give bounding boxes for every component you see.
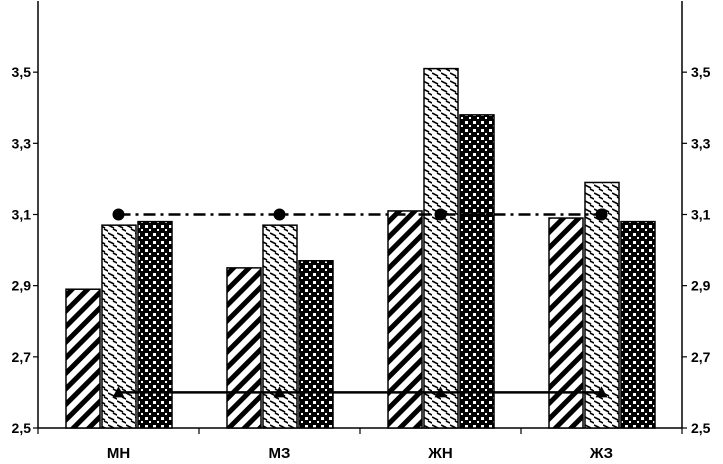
y-tick-label-left: 3,3 bbox=[12, 135, 32, 151]
category-label: МЗ bbox=[269, 445, 291, 462]
category-label: ЖЗ bbox=[589, 445, 613, 462]
category-labels: МН МЗ ЖН ЖЗ bbox=[107, 445, 613, 462]
line-marker-circle-1 bbox=[273, 208, 286, 221]
bar-dashed-hatch-0 bbox=[101, 224, 137, 429]
bar-diagonal-stripes-0 bbox=[65, 288, 101, 429]
y-tick-label-left: 2,5 bbox=[12, 420, 32, 436]
bar-checker-3 bbox=[620, 220, 656, 429]
line-marker-triangle-0 bbox=[112, 386, 125, 398]
y-tick-label-right: 3,1 bbox=[691, 207, 711, 223]
bar-checker-0 bbox=[137, 220, 173, 429]
line-marker-circle-3 bbox=[595, 208, 608, 221]
bar-checker-2 bbox=[459, 114, 495, 429]
line-marker-triangle-2 bbox=[434, 386, 447, 398]
y-tick-label-right: 3,5 bbox=[691, 64, 711, 80]
bars bbox=[65, 67, 656, 429]
y-tick-label-right: 2,5 bbox=[691, 420, 711, 436]
category-label: МН bbox=[107, 445, 130, 462]
bar-diagonal-stripes-3 bbox=[548, 217, 584, 429]
line-marker-triangle-1 bbox=[273, 386, 286, 398]
x-ticks bbox=[37, 428, 683, 434]
y-tick-label-right: 3,3 bbox=[691, 135, 711, 151]
line-marker-circle-0 bbox=[112, 208, 125, 221]
right-y-ticks: 2,5 2,7 2,9 3,1 3,3 3,5 bbox=[682, 64, 711, 436]
y-tick-label-right: 2,9 bbox=[691, 278, 711, 294]
y-tick-label-left: 2,7 bbox=[12, 349, 32, 365]
y-tick-label-left: 2,9 bbox=[12, 278, 32, 294]
y-tick-label-left: 3,1 bbox=[12, 207, 32, 223]
line-marker-triangle-3 bbox=[595, 386, 608, 398]
bar-dashed-hatch-2 bbox=[423, 67, 459, 429]
line-marker-circle-2 bbox=[434, 208, 447, 221]
category-label: ЖН bbox=[427, 445, 452, 462]
bar-dashed-hatch-3 bbox=[584, 181, 620, 429]
bar-diagonal-stripes-2 bbox=[387, 210, 423, 429]
y-tick-label-right: 2,7 bbox=[691, 349, 711, 365]
bar-diagonal-stripes-1 bbox=[226, 267, 262, 429]
left-y-ticks: 2,5 2,7 2,9 3,1 3,3 3,5 bbox=[12, 64, 38, 436]
reference-lines bbox=[112, 208, 608, 398]
y-tick-label-left: 3,5 bbox=[12, 64, 32, 80]
bar-checker-1 bbox=[298, 260, 334, 429]
bar-dashed-hatch-1 bbox=[262, 224, 298, 429]
